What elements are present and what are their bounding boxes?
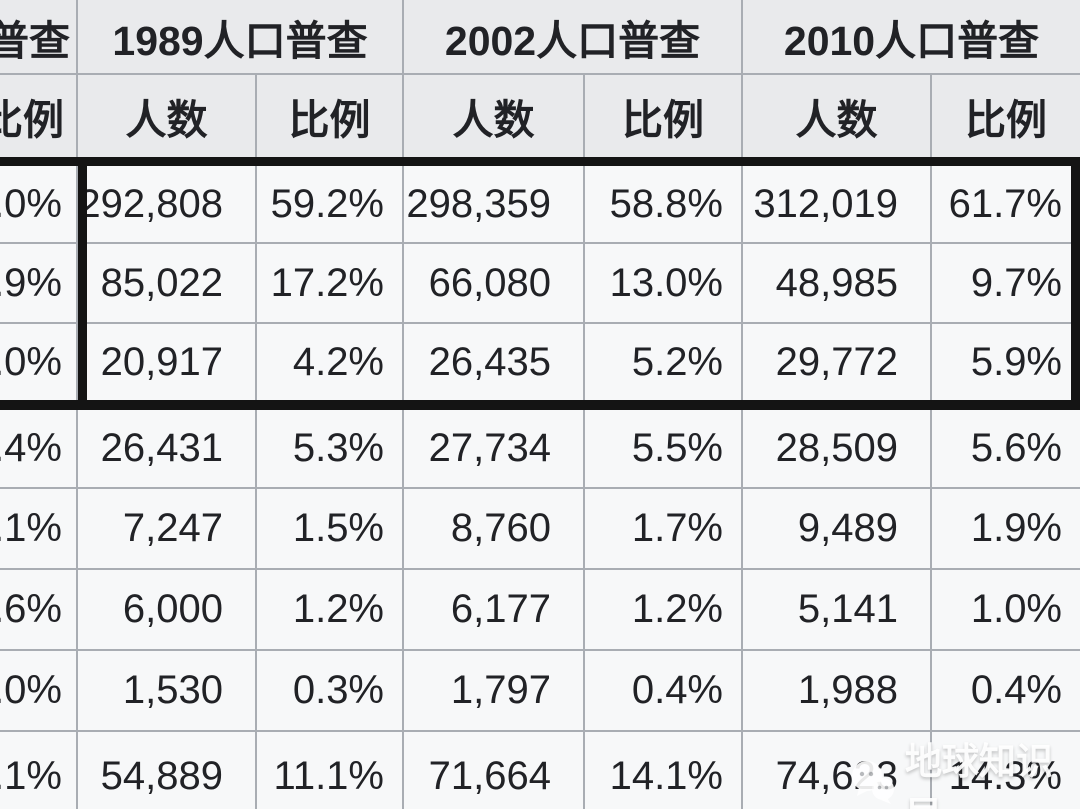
- table-cell: 66,080: [404, 244, 585, 324]
- table-cell: 4.2%: [257, 324, 404, 400]
- subheader-2002-count: 人数: [404, 75, 585, 157]
- table-cell: 26,435: [404, 324, 585, 400]
- table-cell: 1.0%: [932, 570, 1080, 651]
- table-cell: 1.5%: [257, 489, 404, 570]
- highlight-frame-right-bar: [1071, 157, 1080, 410]
- table-cell: 292,808: [78, 166, 257, 244]
- table-cell: 5.3%: [257, 410, 404, 489]
- table-cell: 58.8%: [585, 166, 743, 244]
- table-cell: 17.2%: [257, 244, 404, 324]
- table-cell: 74,623: [743, 732, 932, 809]
- header-census-partial: 普查: [0, 0, 78, 75]
- table-cell: 1,988: [743, 651, 932, 732]
- table-cell: 0.4%: [932, 651, 1080, 732]
- table-cell: 29,772: [743, 324, 932, 400]
- table-cell: .6%: [0, 570, 78, 651]
- table-cell: 5.5%: [585, 410, 743, 489]
- table-cell: 0.3%: [257, 651, 404, 732]
- header-census-1989: 1989人口普查: [78, 0, 404, 75]
- highlight-frame-top-line: [0, 157, 1080, 166]
- table-cell: .0%: [0, 324, 78, 400]
- table-cell: .1%: [0, 732, 78, 809]
- table-cell: 27,734: [404, 410, 585, 489]
- subheader-1989-ratio: 比例: [257, 75, 404, 157]
- table-cell: 1,797: [404, 651, 585, 732]
- table-cell: 14.3%: [932, 732, 1080, 809]
- highlight-frame-left-bar: [78, 157, 87, 410]
- table-cell: 0.4%: [585, 651, 743, 732]
- table-cell: 5.9%: [932, 324, 1080, 400]
- table-cell: 1.2%: [585, 570, 743, 651]
- table-cell: 7,247: [78, 489, 257, 570]
- table-cell: 5.2%: [585, 324, 743, 400]
- table-cell: 11.1%: [257, 732, 404, 809]
- table-cell: 48,985: [743, 244, 932, 324]
- table-cell: 20,917: [78, 324, 257, 400]
- table-cell: 1.2%: [257, 570, 404, 651]
- table-cell: 5,141: [743, 570, 932, 651]
- table-cell: 1,530: [78, 651, 257, 732]
- header-census-2002: 2002人口普查: [404, 0, 743, 75]
- table-cell: 1.9%: [932, 489, 1080, 570]
- table-cell: 59.2%: [257, 166, 404, 244]
- table-cell: .0%: [0, 166, 78, 244]
- table-cell: 71,664: [404, 732, 585, 809]
- table-cell: 1.7%: [585, 489, 743, 570]
- table-cell: 28,509: [743, 410, 932, 489]
- table-cell: .4%: [0, 410, 78, 489]
- table-cell: 54,889: [78, 732, 257, 809]
- table-cell: 26,431: [78, 410, 257, 489]
- table-cell: .1%: [0, 489, 78, 570]
- table-cell: 14.1%: [585, 732, 743, 809]
- subheader-ratio-partial: 比例: [0, 75, 78, 157]
- header-census-2010: 2010人口普查: [743, 0, 1080, 75]
- subheader-1989-count: 人数: [78, 75, 257, 157]
- table-cell: 5.6%: [932, 410, 1080, 489]
- subheader-2010-count: 人数: [743, 75, 932, 157]
- subheader-2010-ratio: 比例: [932, 75, 1080, 157]
- table-cell: 6,000: [78, 570, 257, 651]
- table-cell: 312,019: [743, 166, 932, 244]
- table-cell: 6,177: [404, 570, 585, 651]
- table-cell: 61.7%: [932, 166, 1080, 244]
- highlight-frame-bottom-line: [0, 400, 1080, 410]
- table-cell: 85,022: [78, 244, 257, 324]
- table-cell: 8,760: [404, 489, 585, 570]
- table-cell: 298,359: [404, 166, 585, 244]
- subheader-2002-ratio: 比例: [585, 75, 743, 157]
- table-cell: 9,489: [743, 489, 932, 570]
- table-cell: .0%: [0, 651, 78, 732]
- table-cell: 9.7%: [932, 244, 1080, 324]
- subheader-ratio-partial-label: 比例: [0, 97, 64, 143]
- header-census-partial-label: 普查: [0, 17, 70, 64]
- table-cell: .9%: [0, 244, 78, 324]
- table-cell: 13.0%: [585, 244, 743, 324]
